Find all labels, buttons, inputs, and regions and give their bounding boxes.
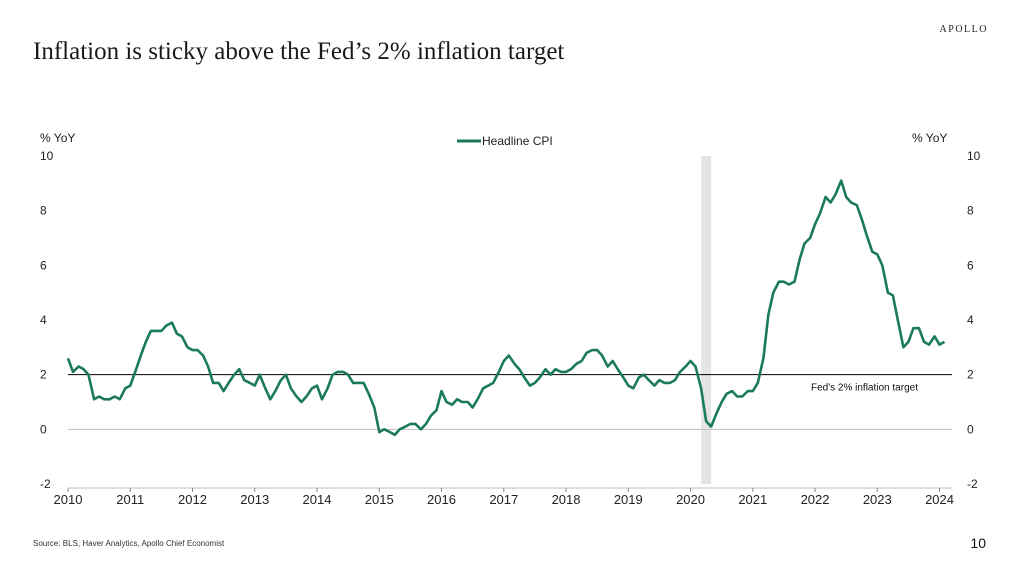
- y-tick-label-right: 4: [967, 313, 974, 327]
- x-tick-label: 2012: [178, 492, 207, 507]
- source-note: Source: BLS, Haver Analytics, Apollo Chi…: [33, 539, 225, 548]
- y-tick-label-right: -2: [967, 477, 978, 491]
- x-tick-label: 2023: [863, 492, 892, 507]
- headline-cpi-line: [66, 179, 946, 437]
- x-tick-label: 2010: [54, 492, 83, 507]
- x-tick-label: 2016: [427, 492, 456, 507]
- y-tick-label-right: 2: [967, 368, 974, 382]
- x-tick-label: 2011: [116, 492, 144, 507]
- brand-logo: APOLLO: [939, 24, 988, 35]
- page-number: 10: [970, 535, 986, 551]
- x-tick-label: 2019: [614, 492, 643, 507]
- y-tick-label-right: 8: [967, 204, 974, 218]
- y-tick-label-left: 2: [40, 368, 47, 382]
- x-tick-label: 2013: [240, 492, 269, 507]
- y-tick-label-right: 10: [967, 149, 981, 163]
- left-y-axis: -2 0 2 4 6 8 10: [40, 149, 54, 491]
- y-tick-label-left: 4: [40, 313, 47, 327]
- recession-shading: [701, 156, 712, 484]
- y-tick-label-right: 6: [967, 258, 974, 272]
- legend: Headline CPI: [457, 134, 553, 148]
- y-tick-label-right: 0: [967, 422, 974, 436]
- fed-target-label: Fed's 2% inflation target: [811, 383, 918, 394]
- y-tick-label-left: 6: [40, 258, 47, 272]
- x-tick-label: 2015: [365, 492, 394, 507]
- x-tick-label: 2020: [676, 492, 705, 507]
- legend-label-headline-cpi: Headline CPI: [482, 134, 553, 148]
- y-tick-label-left: 8: [40, 204, 47, 218]
- x-axis: 2010 2011 2012 2013 2014 2015 2016 2017 2018 2019…: [54, 487, 954, 507]
- right-y-axis: -2 0 2 4 6 8 10: [967, 149, 981, 491]
- left-axis-label: % YoY: [40, 131, 75, 145]
- page-title: Inflation is sticky above the Fed’s 2% i…: [33, 38, 565, 65]
- x-tick-label: 2017: [489, 492, 518, 507]
- x-tick-label: 2018: [552, 492, 581, 507]
- y-tick-label-left: 0: [40, 422, 47, 436]
- y-tick-label-left: 10: [40, 149, 54, 163]
- y-tick-label-left: -2: [40, 477, 51, 491]
- x-tick-label: 2014: [303, 492, 332, 507]
- x-tick-label: 2021: [738, 492, 767, 507]
- x-tick-label: 2024: [925, 492, 954, 507]
- right-axis-label: % YoY: [912, 131, 947, 145]
- x-tick-label: 2022: [801, 492, 830, 507]
